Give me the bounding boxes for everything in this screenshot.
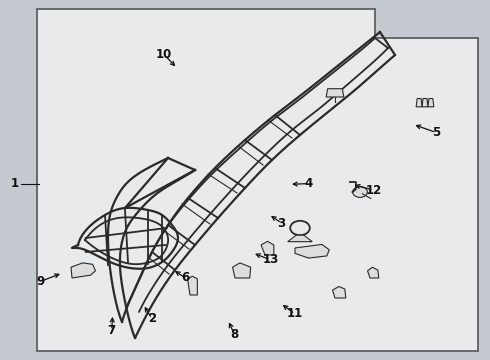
- Text: 8: 8: [230, 328, 238, 341]
- Polygon shape: [416, 99, 422, 107]
- Text: 3: 3: [278, 217, 286, 230]
- Text: 10: 10: [156, 48, 172, 61]
- Polygon shape: [188, 276, 197, 295]
- Text: 2: 2: [148, 312, 156, 325]
- Text: 9: 9: [36, 275, 44, 288]
- Text: 5: 5: [432, 126, 440, 139]
- Polygon shape: [428, 99, 434, 107]
- Text: 4: 4: [305, 177, 313, 190]
- Polygon shape: [37, 9, 478, 351]
- Polygon shape: [295, 244, 329, 258]
- Polygon shape: [71, 263, 96, 278]
- Polygon shape: [233, 263, 251, 278]
- Text: 6: 6: [181, 271, 189, 284]
- Polygon shape: [368, 267, 379, 278]
- Polygon shape: [261, 241, 274, 255]
- Text: 12: 12: [365, 184, 382, 197]
- Text: 13: 13: [262, 253, 279, 266]
- Text: 7: 7: [108, 324, 116, 337]
- Polygon shape: [333, 287, 346, 298]
- Polygon shape: [422, 99, 428, 107]
- Text: 11: 11: [287, 307, 303, 320]
- Polygon shape: [326, 89, 344, 97]
- Text: 1: 1: [11, 177, 19, 190]
- Circle shape: [353, 186, 368, 197]
- Polygon shape: [288, 235, 312, 242]
